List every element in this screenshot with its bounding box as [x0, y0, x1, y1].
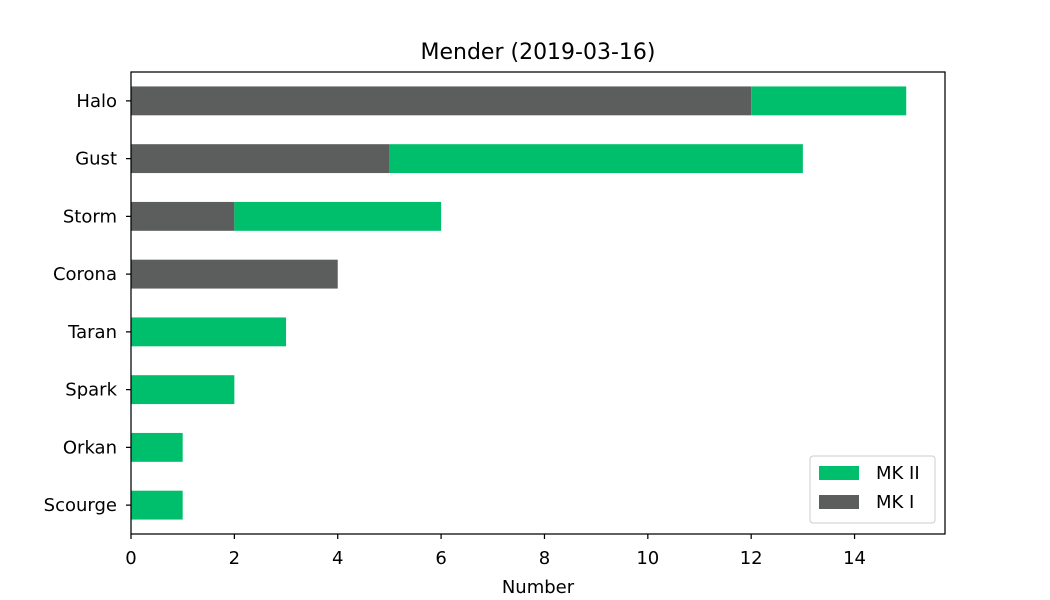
bar-gust-mk-i: [131, 144, 390, 174]
bar-halo-mk-i: [131, 86, 752, 116]
y-tick-label: Corona: [53, 264, 117, 285]
x-tick-label: 8: [539, 548, 550, 569]
y-tick-label: Storm: [63, 206, 117, 227]
bar-storm-mk-ii: [234, 201, 442, 231]
chart-title: Mender (2019-03-16): [420, 40, 655, 65]
legend-label: MK II: [876, 463, 920, 484]
x-tick-label: 6: [435, 548, 446, 569]
legend-label: MK I: [876, 492, 914, 513]
legend: MK II MK I: [809, 455, 936, 524]
plot-frame: [130, 71, 946, 535]
x-axis-label: Number: [502, 577, 575, 598]
bar-spark-mk-ii: [131, 375, 235, 405]
bar-scourge-mk-ii: [131, 490, 183, 520]
y-tick-label: Orkan: [63, 437, 117, 458]
bar-corona-mk-i: [131, 259, 338, 289]
bar-taran-mk-ii: [131, 317, 287, 347]
legend-swatch-mk-ii: [819, 466, 859, 480]
x-tick-label: 10: [636, 548, 659, 569]
y-tick-label: Spark: [65, 380, 117, 401]
x-tick-label: 2: [229, 548, 240, 569]
y-tick-label: Gust: [75, 149, 117, 170]
x-tick-label: 12: [740, 548, 763, 569]
x-tick-label: 14: [843, 548, 866, 569]
y-axis: Halo Gust Storm Corona Taran Spark Orkan Scourg…: [44, 91, 131, 516]
y-tick-label: Taran: [67, 322, 117, 343]
x-tick-label: 4: [332, 548, 343, 569]
bar-storm-mk-i: [131, 201, 235, 231]
x-axis: 0 2 4 6 8 10 12 14: [125, 534, 866, 569]
legend-swatch-mk-i: [819, 495, 859, 509]
bar-halo-mk-ii: [751, 86, 907, 116]
bar-orkan-mk-ii: [131, 432, 183, 462]
bar-gust-mk-ii: [389, 144, 803, 174]
y-tick-label: Halo: [76, 91, 117, 112]
x-tick-label: 0: [125, 548, 136, 569]
bars-group: [131, 86, 907, 520]
y-tick-label: Scourge: [44, 495, 117, 516]
